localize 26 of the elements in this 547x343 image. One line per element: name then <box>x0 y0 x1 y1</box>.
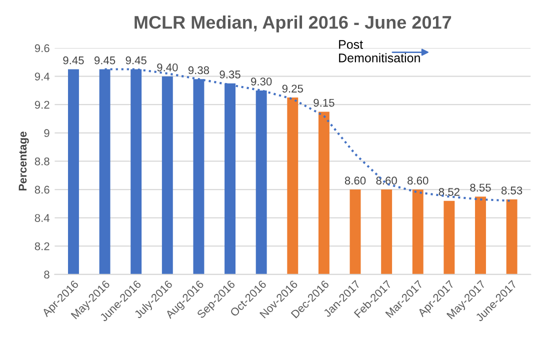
data-label: 9.40 <box>157 63 178 72</box>
data-label: 9.45 <box>126 56 146 64</box>
y-tick-label: 8.6 <box>34 186 50 194</box>
data-label: 8.55 <box>470 184 491 192</box>
data-label: 9.45 <box>94 56 116 64</box>
annotation: Post Demonitisation <box>339 40 420 62</box>
chart-title: MCLR Median, April 2016 - June 2017 <box>134 15 452 32</box>
y-tick-label: 8.4 <box>34 214 50 222</box>
data-label: 9.25 <box>282 84 303 93</box>
data-label: 8.53 <box>501 186 522 194</box>
y-tick-label: 9 <box>44 129 50 138</box>
y-tick-label: 8 <box>44 270 50 279</box>
y-tick-label: 8.8 <box>34 157 50 166</box>
data-label: 9.38 <box>188 66 210 74</box>
y-tick-label: 9.2 <box>34 100 50 109</box>
data-label: 9.15 <box>314 98 334 107</box>
data-label: 8.52 <box>438 188 460 196</box>
data-label: 9.30 <box>251 78 272 86</box>
data-label: 8.60 <box>344 176 366 185</box>
y-axis-title: Percentage <box>18 132 29 190</box>
data-label: 9.45 <box>63 56 84 64</box>
y-tick-label: 9.4 <box>34 72 50 80</box>
y-tick-label: 8.2 <box>34 242 50 250</box>
data-label: 8.60 <box>408 176 428 185</box>
data-label: 9.35 <box>220 70 240 78</box>
y-tick-label: 9.6 <box>34 44 50 52</box>
